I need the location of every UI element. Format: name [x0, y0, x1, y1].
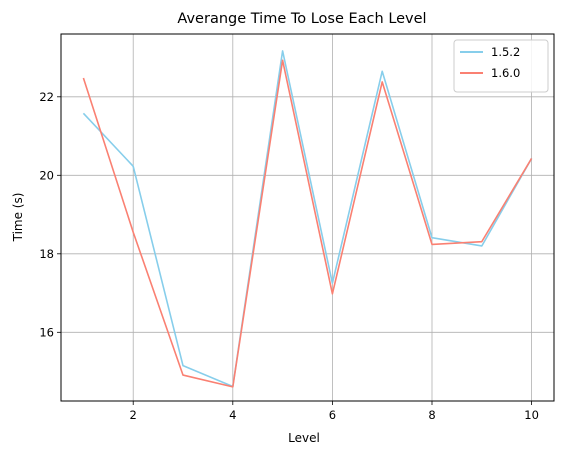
x-tick-label: 2	[130, 408, 137, 422]
y-tick-label: 18	[39, 247, 54, 261]
y-axis-ticks: 16 18 20 22	[39, 90, 61, 339]
legend-label-1-5-2: 1.5.2	[491, 45, 520, 59]
x-tick-label: 10	[524, 408, 539, 422]
series-lines	[82, 50, 533, 388]
y-tick-label: 22	[39, 90, 54, 104]
y-tick-label: 16	[39, 325, 54, 339]
x-tick-label: 4	[229, 408, 236, 422]
x-tick-label: 8	[428, 408, 435, 422]
legend-label-1-6-0: 1.6.0	[491, 66, 520, 80]
x-tick-label: 6	[329, 408, 336, 422]
y-axis-label: Time (s)	[11, 193, 25, 243]
x-axis-label: Level	[288, 431, 320, 445]
series-line-1-6-0	[82, 59, 533, 388]
plot-frame	[60, 33, 555, 402]
grid	[61, 34, 554, 401]
x-axis-ticks: 2 4 6 8 10	[130, 401, 539, 422]
chart-title: Averange Time To Lose Each Level	[177, 11, 426, 27]
legend: 1.5.2 1.6.0	[453, 39, 549, 93]
series-line-1-5-2	[82, 50, 533, 388]
y-tick-label: 20	[39, 168, 54, 182]
